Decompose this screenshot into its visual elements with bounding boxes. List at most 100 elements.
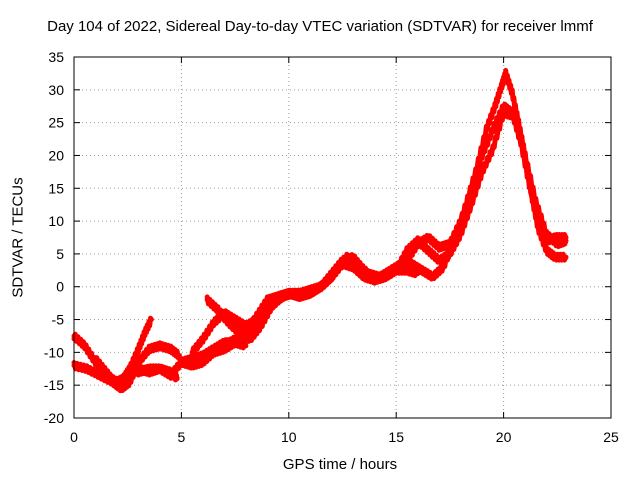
data-point (157, 343, 163, 349)
data-point (232, 317, 238, 322)
data-point (135, 359, 141, 365)
data-point (226, 320, 232, 326)
data-point (552, 254, 558, 260)
x-tick-labels: 0 5 10 15 20 25 (70, 429, 619, 445)
data-point (135, 346, 141, 352)
data-point (404, 248, 410, 254)
x-tick-label: 15 (388, 429, 404, 445)
data-point (490, 146, 496, 152)
data-point (93, 356, 98, 362)
series-satellite-track-7 (221, 101, 569, 352)
data-point (157, 366, 163, 372)
data-point (168, 372, 174, 378)
data-point (447, 251, 453, 257)
data-point (97, 372, 103, 378)
y-tick-label: -20 (44, 410, 64, 426)
y-tick-label: 35 (48, 49, 64, 65)
data-point (479, 169, 485, 175)
data-point (544, 231, 550, 237)
y-tick-label: -10 (44, 344, 64, 360)
data-point (436, 244, 442, 250)
x-tick-label: 25 (603, 429, 619, 445)
data-point (533, 198, 539, 204)
data-point (408, 261, 414, 267)
data-point (200, 353, 206, 359)
data-point (468, 202, 474, 208)
data-point (286, 290, 292, 296)
data-point (501, 103, 507, 109)
data-point (146, 346, 152, 352)
grid-lines (74, 57, 611, 418)
series-line (393, 107, 569, 274)
data-point (204, 297, 210, 303)
data-point (509, 90, 515, 96)
data-point (168, 346, 174, 352)
data-point (563, 254, 569, 260)
data-point (82, 343, 88, 349)
data-point (243, 343, 249, 349)
data-point (211, 320, 217, 326)
data-point (503, 70, 509, 76)
data-point (441, 264, 446, 270)
data-point (142, 330, 148, 336)
y-tick-label: 30 (48, 82, 64, 98)
data-point (554, 241, 560, 247)
data-point (522, 153, 528, 158)
data-point (307, 290, 313, 296)
y-tick-label: -15 (44, 377, 64, 393)
series-satellite-track-9 (135, 337, 249, 381)
series-line (221, 101, 569, 352)
data-point (436, 258, 442, 263)
data-point (425, 248, 431, 254)
x-axis-label: GPS time / hours (282, 456, 398, 473)
data-point (135, 369, 141, 375)
data-point (318, 284, 324, 290)
data-point (297, 294, 302, 300)
data-point (84, 366, 90, 372)
data-point (492, 103, 498, 109)
y-tick-labels: -20 -15 -10 -5 0 5 10 15 20 25 30 35 (44, 49, 64, 426)
data-point (275, 297, 281, 303)
y-tick-label: -5 (52, 312, 65, 328)
plot-frame (73, 56, 612, 419)
data-point (393, 267, 399, 273)
data-point (458, 231, 464, 237)
data-point (221, 340, 227, 345)
x-tick-label: 5 (178, 429, 186, 445)
data-point (430, 274, 436, 280)
x-tick-label: 10 (281, 429, 297, 445)
data-point (264, 303, 270, 309)
data-point (563, 238, 569, 244)
data-point (103, 369, 109, 375)
data-point (479, 153, 485, 158)
series-line (135, 337, 249, 381)
data-point (361, 271, 367, 277)
data-point (176, 353, 182, 359)
chart-title: Day 104 of 2022, Sidereal Day-to-day VTE… (47, 18, 593, 35)
data-point (544, 248, 550, 254)
y-tick-label: 15 (48, 180, 64, 196)
data-point (232, 340, 238, 345)
y-tick-label: 20 (48, 147, 64, 163)
data-point (511, 113, 517, 119)
data-point (243, 323, 249, 329)
data-point (419, 267, 425, 273)
data-point (146, 366, 152, 372)
data-point (243, 333, 249, 339)
tick-marks (73, 56, 612, 419)
y-tick-label: 5 (56, 246, 64, 262)
x-tick-label: 0 (70, 429, 78, 445)
data-point (372, 277, 378, 283)
data-point (211, 346, 217, 352)
data-point (499, 84, 504, 89)
data-point (200, 336, 206, 342)
data-point (254, 320, 260, 326)
data-point (125, 376, 131, 382)
data-series (71, 68, 569, 394)
data-point (189, 356, 195, 362)
x-tick-label: 20 (496, 429, 512, 445)
data-point (148, 317, 154, 322)
y-tick-label: 0 (56, 279, 64, 295)
data-point (415, 238, 421, 244)
